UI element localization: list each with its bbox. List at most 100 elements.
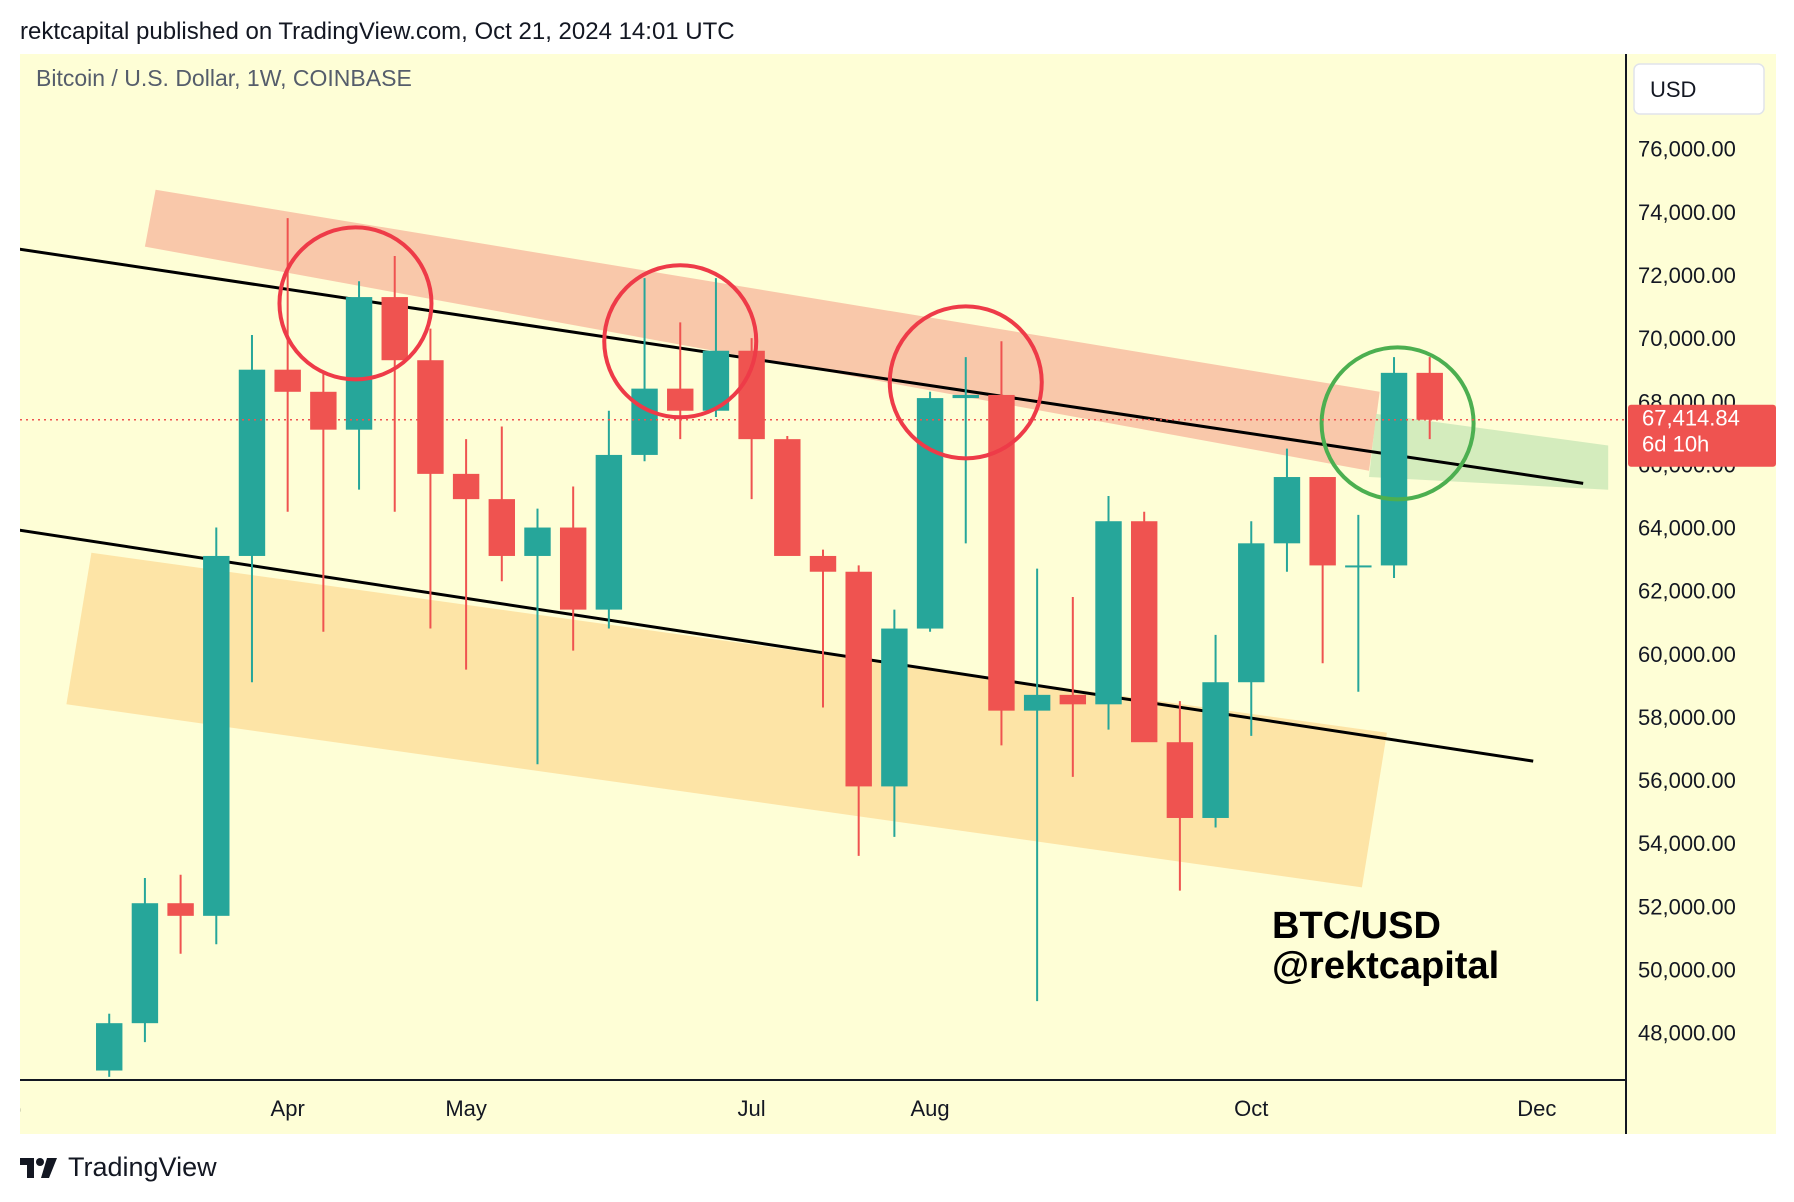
candle [809,549,837,708]
price-axis-panel [1626,54,1776,1134]
candle [1345,514,1372,692]
candlestick-chart[interactable]: Bitcoin / U.S. Dollar, 1W, COINBASE BTC/… [20,54,1776,1134]
publisher-header: rektcapital published on TradingView.com… [20,18,735,45]
candle-body [952,394,979,399]
candle-body [1166,742,1194,818]
candle [952,357,979,544]
candle-body [881,628,908,787]
green-annotation-circle [1319,345,1476,502]
price-tick-label: 58,000.00 [1638,705,1736,730]
candle [1238,521,1265,736]
candle-body [559,527,587,610]
candle [238,334,266,683]
candle [1416,357,1443,440]
candle-body [631,388,658,455]
price-tick-label: 54,000.00 [1638,831,1736,856]
candle-body [1345,565,1372,568]
candle-body [809,555,837,572]
candle [774,435,801,556]
candle [452,439,480,670]
candle-body [274,369,301,392]
candle-body [417,360,444,474]
tradingview-logo-icon [20,1157,57,1178]
candle [1023,568,1051,1002]
candle [595,410,623,629]
candle-body [1273,477,1301,544]
candle [988,341,1015,746]
candle-body [524,527,551,556]
candle-body [131,903,159,1024]
time-tick-label: May [445,1096,487,1121]
candle [167,874,194,954]
red-annotation-circle [887,304,1044,461]
candle-body [345,297,373,430]
candle [381,256,408,512]
candle [1309,477,1336,664]
candle-body [452,473,480,500]
chart-panel[interactable]: Bitcoin / U.S. Dollar, 1W, COINBASE BTC/… [20,54,1776,1134]
candle [845,565,872,856]
currency-button-label: USD [1650,77,1696,102]
candle-body [667,388,694,411]
candle [96,1013,123,1077]
candle [559,486,587,651]
currency-button[interactable]: USD [1633,63,1765,115]
countdown-label: 6d 10h [1642,432,1709,457]
candle-body [1130,521,1158,743]
price-tick-label: 62,000.00 [1638,579,1736,604]
candle-body [310,391,337,430]
candle [1273,448,1301,572]
price-tick-label: 74,000.00 [1638,200,1736,225]
candle-body [595,454,623,610]
candle-body [96,1023,123,1071]
candle [524,508,551,765]
candle-body [1309,477,1336,566]
candle-body [774,439,801,556]
candle-body [1095,521,1122,705]
watermark-author: @rektcapital [1272,945,1499,987]
candle-body [916,398,944,629]
time-tick-label: Feb [20,1096,21,1121]
time-axis-ticks: Feb Apr May Jul Aug Oct Dec [20,1096,1556,1121]
candle-body [203,555,230,916]
red-annotation-circle [602,263,759,420]
candle [1202,634,1229,828]
candle-body [238,369,266,556]
candle [488,426,516,582]
candle [203,527,230,945]
candle [1095,495,1122,730]
time-tick-label: Jul [738,1096,766,1121]
upper-channel-trendline [20,247,1584,485]
watermark-pair: BTC/USD [1272,905,1441,947]
candle [1059,596,1087,777]
price-tick-label: 76,000.00 [1638,137,1736,162]
price-tick-label: 64,000.00 [1638,516,1736,541]
tradingview-footer: TradingView [20,1152,217,1183]
candle [916,391,944,632]
annotation-circles [277,225,1476,502]
candle [345,281,373,490]
time-tick-label: Apr [271,1096,305,1121]
candle-series [96,218,1443,1077]
candle [131,877,159,1043]
candle-body [1238,543,1265,683]
candle [881,609,908,837]
last-price-label: 67,414.84 [1642,406,1740,431]
price-tick-label: 60,000.00 [1638,642,1736,667]
candle-body [381,297,408,361]
price-tick-label: 48,000.00 [1638,1021,1736,1046]
candle-body [1059,694,1087,705]
price-tick-label: 70,000.00 [1638,326,1736,351]
candle [310,372,337,632]
candle [1380,357,1408,579]
time-tick-label: Dec [1517,1096,1556,1121]
candle [631,278,658,462]
candle-body [167,903,194,916]
price-tick-label: 52,000.00 [1638,894,1736,919]
price-tick-label: 56,000.00 [1638,768,1736,793]
candle-body [1380,372,1408,566]
price-tick-label: 50,000.00 [1638,958,1736,983]
price-axis-ticks: 48,000.00 50,000.00 52,000.00 54,000.00 56,0… [1638,137,1736,1046]
lower-channel-trendline [20,528,1534,763]
support-zone-band [66,552,1387,888]
